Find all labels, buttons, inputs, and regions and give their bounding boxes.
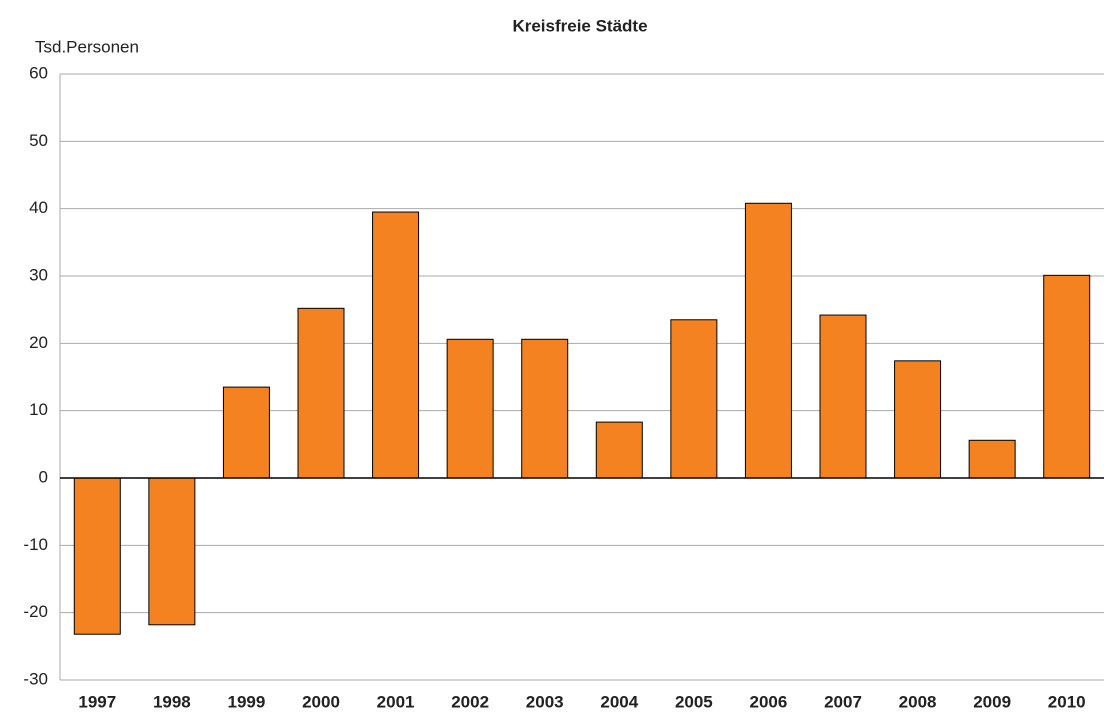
chart-title: Kreisfreie Städte [512, 16, 647, 35]
x-tick-label: 1998 [153, 692, 191, 711]
bar [744, 202, 792, 479]
x-tick-label: 2004 [600, 692, 638, 711]
bar [446, 338, 494, 479]
x-tick-label: 2006 [750, 692, 788, 711]
y-tick-label: 30 [29, 265, 48, 284]
bar [148, 477, 196, 626]
bar [595, 421, 643, 479]
y-tick-label: 50 [29, 131, 48, 150]
x-tick-label: 2010 [1048, 692, 1086, 711]
bar [1043, 274, 1091, 479]
x-tick-label: 2003 [526, 692, 564, 711]
bar [222, 386, 270, 479]
y-tick-label: -10 [23, 535, 48, 554]
bar [297, 307, 345, 479]
y-tick-label: 40 [29, 198, 48, 217]
bar [894, 360, 942, 479]
y-tick-label: 60 [29, 63, 48, 82]
x-tick-label: 2005 [675, 692, 713, 711]
bar [372, 211, 420, 479]
y-tick-label: 0 [39, 467, 48, 486]
x-tick-label: 2009 [973, 692, 1011, 711]
y-tick-label: -20 [23, 602, 48, 621]
x-tick-label: 2008 [899, 692, 937, 711]
x-tick-label: 2000 [302, 692, 340, 711]
x-tick-label: 1997 [78, 692, 116, 711]
x-tick-label: 1999 [228, 692, 266, 711]
bar [670, 319, 718, 479]
x-tick-label: 2001 [377, 692, 415, 711]
y-tick-label: -30 [23, 669, 48, 688]
y-axis-label: Tsd.Personen [35, 37, 139, 56]
bar [819, 314, 867, 479]
y-tick-label: 10 [29, 400, 48, 419]
bar [968, 439, 1016, 479]
x-tick-label: 2002 [451, 692, 489, 711]
bar [521, 338, 569, 479]
bar [73, 477, 121, 635]
x-tick-label: 2007 [824, 692, 862, 711]
y-tick-label: 20 [29, 333, 48, 352]
